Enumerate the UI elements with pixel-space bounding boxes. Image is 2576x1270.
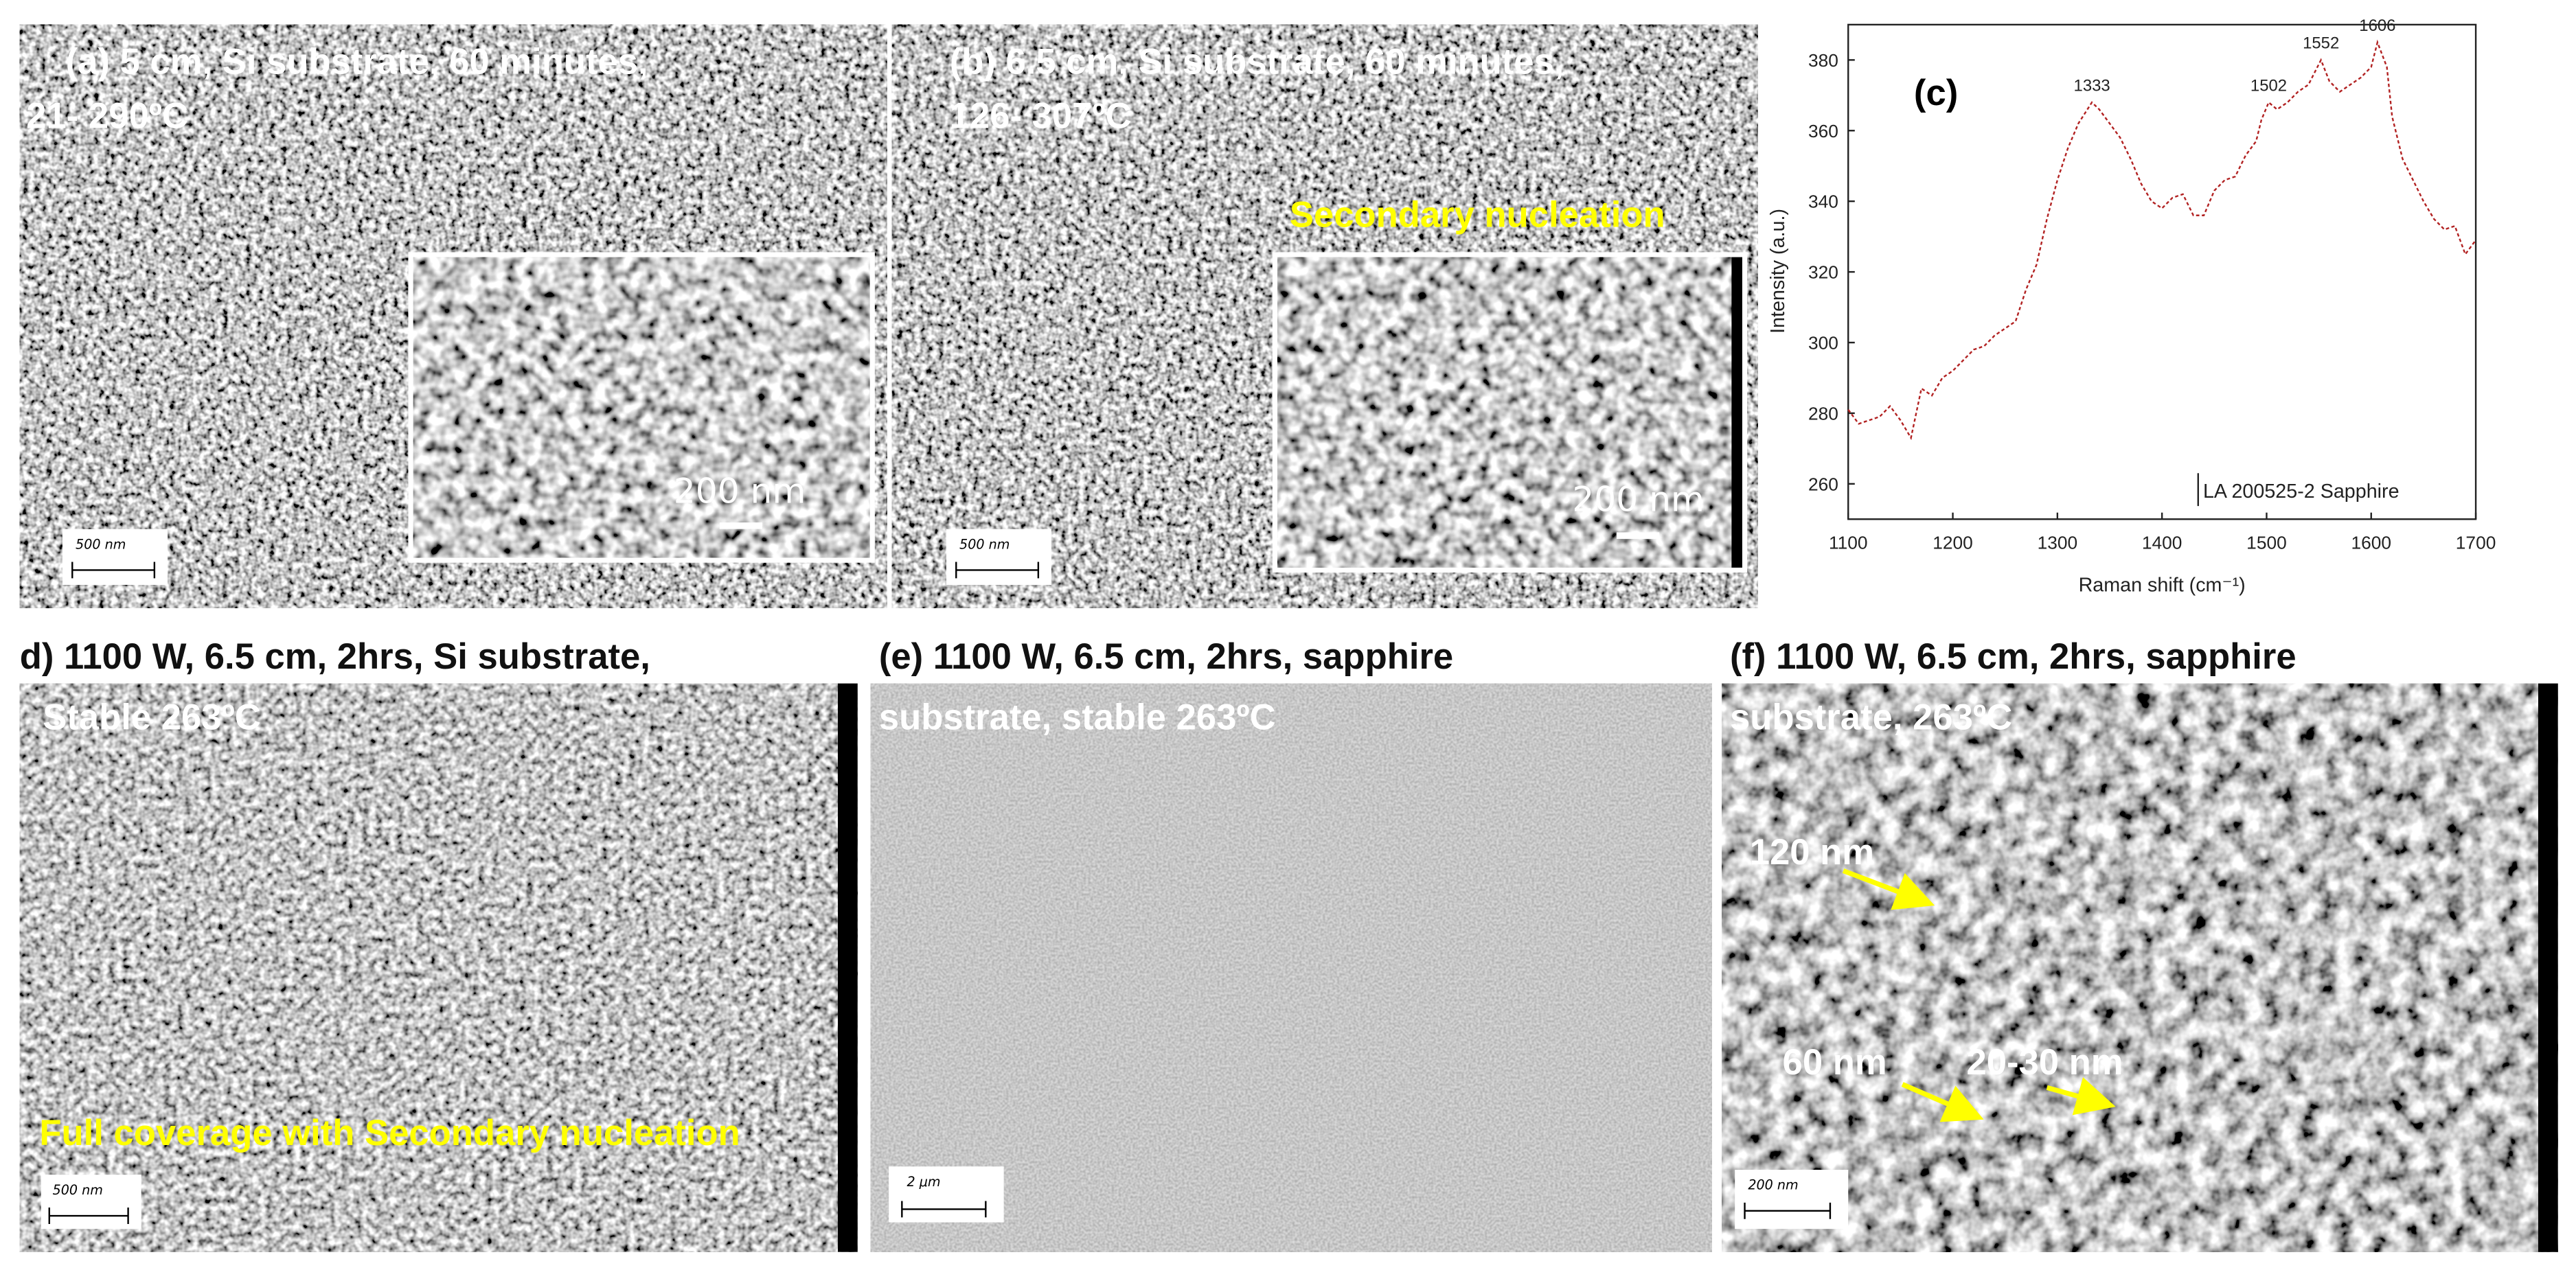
y-tick-label: 320	[1808, 262, 1838, 283]
inset-frame	[408, 252, 875, 563]
y-tick-label: 380	[1808, 50, 1838, 71]
x-tick-label: 1200	[1933, 532, 1973, 553]
panel-label: (c)	[1914, 73, 1958, 113]
y-tick-label: 260	[1808, 474, 1838, 494]
panel-a: (a) 5 cm, Si substrate, 60 minutes, 21- …	[19, 24, 887, 608]
scale-bar	[901, 1201, 987, 1218]
size-label: 20-30 nm	[1966, 1042, 2123, 1083]
peak-label: 1502	[2250, 76, 2287, 95]
arrow	[2046, 1077, 2116, 1116]
scale-box	[889, 1166, 1004, 1223]
y-tick-label: 300	[1808, 333, 1838, 354]
inset-scale-label: 200 nm	[674, 470, 806, 511]
scale-box	[62, 529, 168, 586]
inset-scale-bar	[1616, 532, 1660, 539]
scale-bar	[1744, 1202, 1832, 1219]
panel-b: (b) 6.5 cm, Si substrate, 60 minutes, 12…	[891, 24, 1758, 608]
annotation: Full coverage with Secondary nucleation	[39, 1113, 740, 1153]
scale-bar	[71, 562, 156, 579]
scale-label: 500 nm	[53, 1182, 103, 1198]
y-tick-label: 340	[1808, 192, 1838, 212]
x-tick-label: 1700	[2456, 532, 2496, 553]
x-axis-label: Raman shift (cm⁻¹)	[2079, 575, 2246, 597]
edge-bar	[1731, 254, 1745, 570]
panel-e: (e) 1100 W, 6.5 cm, 2hrs, sapphire subst…	[870, 636, 1712, 1252]
inset-scale-bar	[719, 522, 762, 529]
peak-label: 1606	[2359, 16, 2395, 35]
panel-title: 21- 290ºC	[26, 96, 188, 137]
panel-title: (a) 5 cm, Si substrate, 60 minutes,	[66, 42, 648, 82]
scale-label: 200 nm	[1748, 1177, 1798, 1193]
annotation: Secondary nucleation	[1290, 194, 1665, 235]
edge-bar	[2538, 683, 2558, 1252]
x-tick-label: 1500	[2246, 532, 2287, 553]
arrow	[1842, 868, 1935, 910]
legend-label: LA 200525-2 Sapphire	[2203, 481, 2400, 503]
x-tick-label: 1100	[1829, 532, 1868, 553]
inset-image	[1275, 254, 1745, 570]
size-label: 60 nm	[1783, 1042, 1887, 1083]
scale-label: 500 nm	[959, 536, 1010, 552]
panel-title: (f) 1100 W, 6.5 cm, 2hrs, sapphire	[1730, 636, 2296, 677]
y-tick-label: 280	[1808, 403, 1838, 424]
scale-label: 500 nm	[76, 536, 126, 552]
sem-image	[19, 683, 858, 1252]
panel-title: (b) 6.5 cm, Si substrate, 60 minutes,	[950, 42, 1564, 82]
y-axis-label: Intensity (a.u.)	[1767, 209, 1789, 334]
panel-f: (f) 1100 W, 6.5 cm, 2hrs, sapphire subst…	[1722, 636, 2558, 1252]
inset-frame	[1272, 252, 1748, 573]
sem-image	[870, 683, 1712, 1252]
scale-box	[41, 1175, 141, 1229]
size-label: 120 nm	[1750, 832, 1874, 873]
x-tick-label: 1600	[2351, 532, 2392, 553]
scale-label: 2 μm	[907, 1174, 941, 1190]
sem-image	[1722, 683, 2558, 1252]
scale-box	[946, 529, 1052, 586]
panel-title: substrate, stable 263ºC	[879, 697, 1276, 738]
x-tick-label: 1300	[2038, 532, 2078, 553]
inset-scale-label: 200 nm	[1572, 478, 1705, 519]
x-tick-label: 1400	[2142, 532, 2182, 553]
peak-label: 1333	[2074, 76, 2110, 95]
peak-label: 1552	[2303, 34, 2339, 53]
panel-title: 126- 307ºC	[950, 96, 1132, 137]
scale-bar	[48, 1208, 129, 1224]
panel-title: (e) 1100 W, 6.5 cm, 2hrs, sapphire	[879, 636, 1453, 677]
panel-d: d) 1100 W, 6.5 cm, 2hrs, Si substrate, S…	[19, 636, 858, 1252]
raman-chart: (c) Raman shift (cm⁻¹) Intensity (a.u.) …	[1767, 16, 2496, 597]
edge-bar	[838, 683, 858, 1252]
inset-image	[411, 254, 873, 561]
y-tick-label: 360	[1808, 121, 1838, 141]
scale-bar	[955, 562, 1040, 579]
panel-title: Stable 263ºC	[43, 697, 261, 738]
panel-title: substrate, 263ºC	[1730, 697, 2012, 738]
arrow	[1901, 1082, 1984, 1122]
panel-title: d) 1100 W, 6.5 cm, 2hrs, Si substrate,	[20, 636, 650, 677]
plot-frame	[1847, 23, 2477, 520]
raman-line	[1847, 39, 2477, 441]
